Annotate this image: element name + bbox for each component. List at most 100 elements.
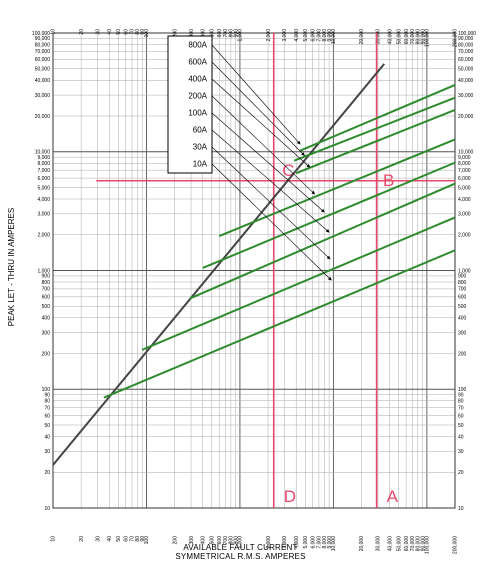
legend-arrow-100A [211,112,325,213]
y-tick-label-left: 60,000 [35,57,51,63]
y-tick-label-right: 100 [458,387,467,393]
legend-label-30A: 30A [193,143,208,152]
y-tick-label-left: 90 [44,392,50,398]
y-tick-label-left: 10 [44,506,50,512]
y-tick-label-left: 400 [42,316,51,322]
x-tick-label-bottom: 70,000 [410,536,416,552]
x-tick-label-bottom: 80 [135,536,141,542]
x-tick-label-bottom: 60 [123,536,129,542]
y-tick-label-right: 1,000 [458,268,471,274]
x-tick-label-top: 7,000 [317,29,323,42]
series-line-100A [202,161,456,269]
y-tick-label-left: 5,000 [37,185,50,191]
x-tick-label-top: 70 [130,29,136,35]
x-tick-label-bottom: 30 [95,536,101,542]
x-tick-label-bottom: 100 [144,536,150,545]
y-tick-label-left: 80 [44,399,50,405]
y-tick-label-left: 60 [44,413,50,419]
x-tick-label-bottom: 10 [51,536,57,542]
x-tick-label-bottom: 40 [107,536,113,542]
legend-label-200A: 200A [188,92,207,101]
y-tick-label-right: 30 [458,449,464,455]
x-tick-label-bottom: 300 [189,536,195,545]
x-tick-label-top: 800 [229,29,235,38]
x-tick-label-bottom: 90,000 [420,536,426,552]
legend-label-100A: 100A [188,109,207,118]
legend-arrow-200A [211,95,316,195]
legend-arrow-800A [211,44,301,145]
x-tick-label-bottom: 400 [200,536,206,545]
x-tick-label-bottom: 20 [79,536,85,542]
x-tick-label-top: 500 [209,29,215,38]
y-tick-label-left: 50 [44,423,50,429]
legend-box [167,35,213,174]
x-tick-label-bottom: 9,000 [327,536,333,549]
series-line-30A [141,216,456,351]
y-tick-label-left: 600 [42,295,51,301]
y-tick-label-right: 6,000 [458,176,471,182]
x-tick-label-bottom: 2,000 [266,536,272,549]
y-tick-label-right: 600 [458,295,467,301]
y-tick-label-left: 800 [42,280,51,286]
reference-label-A: A [387,487,399,506]
reference-label-D: D [284,487,296,506]
series-line-600A [293,96,456,162]
x-tick-label-bottom: 900 [233,536,239,545]
y-tick-label-right: 90 [458,392,464,398]
y-tick-label-left: 700 [42,287,51,293]
legend-arrow-600A [211,61,305,156]
y-tick-label-right: 7,000 [458,168,471,174]
x-tick-label-bottom: 5,000 [303,536,309,549]
x-tick-label-top: 9,000 [327,29,333,42]
max-let-thru-line [52,63,386,466]
x-axis-title-line-1: AVAILABLE FAULT CURRENT [183,543,298,552]
x-tick-label-top: 90 [140,29,146,35]
y-tick-label-left: 300 [42,330,51,336]
y-tick-label-right: 9,000 [458,155,471,161]
x-tick-label-bottom: 70 [130,536,136,542]
y-axis-title: PEAK LET - THRU IN AMPERES [7,207,16,327]
y-tick-label-right: 20,000 [458,114,474,120]
y-tick-label-left: 40 [44,434,50,440]
x-tick-label-top: 6,000 [310,29,316,42]
y-tick-label-right: 10 [458,506,464,512]
x-tick-label-top: 200 [172,29,178,38]
x-tick-label-bottom: 7,000 [317,536,323,549]
y-tick-label-right: 700 [458,287,467,293]
x-tick-label-top: 30 [95,29,101,35]
legend-label-10A: 10A [193,160,208,169]
x-tick-label-bottom: 3,000 [282,536,288,549]
legend-arrow-30A [211,146,331,260]
x-tick-label-bottom: 4,000 [294,536,300,549]
x-tick-label-top: 900 [233,29,239,38]
y-tick-label-left: 50,000 [35,67,51,73]
y-tick-label-right: 50 [458,423,464,429]
y-tick-label-left: 9,000 [37,155,50,161]
x-tick-label-bottom: 40,000 [387,536,393,552]
y-tick-label-left: 10,000 [35,150,51,156]
y-tick-label-left: 7,000 [37,168,50,174]
x-tick-label-top: 100 [144,29,150,38]
y-tick-label-left: 20 [44,470,50,476]
x-tick-label-top: 80 [135,29,141,35]
y-tick-label-left: 3,000 [37,212,50,218]
y-tick-label-right: 30,000 [458,93,474,99]
y-tick-label-left: 100,000 [32,31,50,37]
x-tick-label-top: 200,000 [453,29,459,47]
x-tick-label-bottom: 20,000 [359,536,365,552]
x-tick-label-top: 40 [107,29,113,35]
y-tick-label-left: 500 [42,304,51,310]
x-tick-label-bottom: 50,000 [396,536,402,552]
y-tick-label-left: 30,000 [35,93,51,99]
x-tick-label-top: 8,000 [322,29,328,42]
x-tick-label-top: 2,000 [266,29,272,42]
series-line-10A [103,249,456,399]
x-tick-label-top: 80,000 [416,29,422,45]
y-tick-label-right: 70 [458,405,464,411]
y-tick-label-right: 40,000 [458,78,474,84]
y-tick-label-right: 8,000 [458,161,471,167]
y-tick-label-left: 8,000 [37,161,50,167]
series-line-400A [295,108,456,175]
y-tick-label-left: 20,000 [35,114,51,120]
